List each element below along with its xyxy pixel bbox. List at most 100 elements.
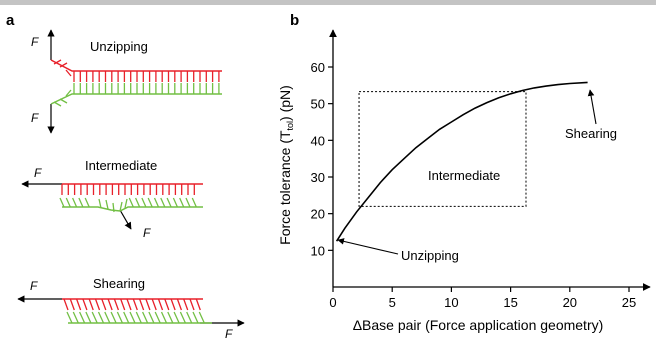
- base-pair: [119, 201, 123, 212]
- bottom-strand: [50, 83, 222, 107]
- series-line: [335, 81, 588, 242]
- base-pair: [179, 197, 185, 208]
- base-pair: [107, 298, 113, 311]
- base-pair: [183, 298, 189, 311]
- base-pair: [112, 202, 115, 213]
- shearing-title: Shearing: [93, 276, 145, 291]
- y-tick-label: 30: [311, 170, 325, 185]
- shearing-annotation: Shearing: [565, 126, 617, 141]
- backbone: [50, 59, 222, 72]
- base-pair: [191, 197, 197, 208]
- base-pair: [63, 298, 69, 311]
- x-tick-label: 5: [389, 295, 396, 310]
- force-arrow-down-right: [119, 209, 132, 230]
- base-pair: [88, 298, 94, 311]
- shearing-diagram: Shearing F F: [17, 276, 245, 338]
- base-pair: [141, 197, 147, 208]
- base-pair: [72, 197, 78, 208]
- base-pair: [198, 311, 205, 324]
- y-tick-label: 40: [311, 133, 325, 148]
- base-pair: [147, 197, 153, 208]
- base-pair: [120, 298, 126, 311]
- base-pair: [53, 101, 62, 107]
- unzipping-title: Unzipping: [90, 39, 148, 54]
- force-label-left: F: [34, 166, 42, 180]
- intermediate-annotation: Intermediate: [428, 168, 500, 183]
- base-pair: [135, 311, 142, 324]
- force-label-left: F: [30, 279, 38, 293]
- base-pair: [126, 298, 132, 311]
- base-pair: [170, 298, 176, 311]
- base-pair: [160, 311, 168, 324]
- unzipping-annotation: Unzipping: [401, 248, 459, 263]
- base-pair: [142, 311, 149, 324]
- base-pair: [195, 298, 201, 311]
- intermediate-title: Intermediate: [85, 158, 157, 173]
- base-pair: [154, 311, 161, 324]
- force-label-right: F: [225, 327, 233, 338]
- base-pair: [65, 89, 72, 97]
- base-pair: [59, 98, 68, 104]
- intermediate-region: [358, 91, 527, 207]
- base-pair: [116, 311, 123, 324]
- panel-b-letter: b: [290, 12, 299, 29]
- base-pair: [148, 311, 155, 324]
- bottom-strand: [66, 311, 212, 324]
- shearing-arrow: [587, 89, 597, 125]
- x-tick-label: 10: [444, 295, 458, 310]
- base-pair: [53, 59, 62, 65]
- y-axis-label: Force tolerance (Ttol) (pN): [277, 85, 295, 245]
- base-pair: [113, 298, 120, 311]
- backbone: [50, 93, 222, 105]
- x-tick-label: 20: [563, 295, 577, 310]
- base-pair: [123, 311, 130, 324]
- base-pair: [138, 298, 145, 311]
- base-pair: [151, 298, 157, 311]
- base-pair: [72, 311, 79, 324]
- intermediate-diagram: Intermediate F F: [21, 158, 203, 240]
- base-pair: [66, 311, 73, 324]
- force-label-bottom: F: [31, 111, 39, 125]
- base-pair: [84, 197, 90, 208]
- base-pair: [164, 298, 170, 311]
- y-tick-label: 60: [311, 60, 325, 75]
- base-pair: [75, 298, 82, 311]
- base-pair: [79, 311, 86, 324]
- x-axis-label: ΔBase pair (Force application geometry): [353, 317, 604, 333]
- base-pair: [167, 311, 174, 324]
- force-tolerance-chart: 0 5 10 15 20 25 10 20 30 40 50 60 ΔBase pair (Force…: [277, 29, 651, 333]
- base-pair: [189, 298, 195, 311]
- x-tick-label: 15: [503, 295, 517, 310]
- base-pair: [124, 198, 128, 209]
- base-pair: [82, 298, 88, 311]
- axis-ticks: 0 5 10 15 20 25 10 20 30 40 50 60: [311, 60, 637, 310]
- force-label-bottom: F: [143, 226, 151, 240]
- base-pair: [192, 311, 199, 324]
- base-pair: [94, 298, 101, 311]
- bottom-strand: [59, 197, 203, 213]
- base-pair: [186, 311, 193, 324]
- base-pair: [160, 197, 166, 208]
- base-pair: [145, 298, 151, 311]
- backbone: [62, 206, 203, 212]
- base-pair: [166, 197, 172, 208]
- base-pair: [85, 311, 92, 324]
- base-pair: [135, 197, 141, 208]
- base-pair: [78, 197, 84, 208]
- top-divider: [0, 0, 656, 5]
- unzipping-diagram: Unzipping F F: [31, 29, 222, 134]
- base-pair: [128, 197, 134, 208]
- y-tick-label: 50: [311, 97, 325, 112]
- base-pair: [59, 197, 65, 208]
- base-pair: [105, 199, 109, 210]
- base-pair: [132, 298, 138, 311]
- base-pair: [179, 311, 186, 324]
- base-pair: [185, 197, 191, 208]
- base-pair: [65, 69, 72, 77]
- y-tick-label: 20: [311, 207, 325, 222]
- base-pair: [91, 311, 98, 324]
- x-tick-label: 25: [622, 295, 636, 310]
- base-pair: [129, 311, 136, 324]
